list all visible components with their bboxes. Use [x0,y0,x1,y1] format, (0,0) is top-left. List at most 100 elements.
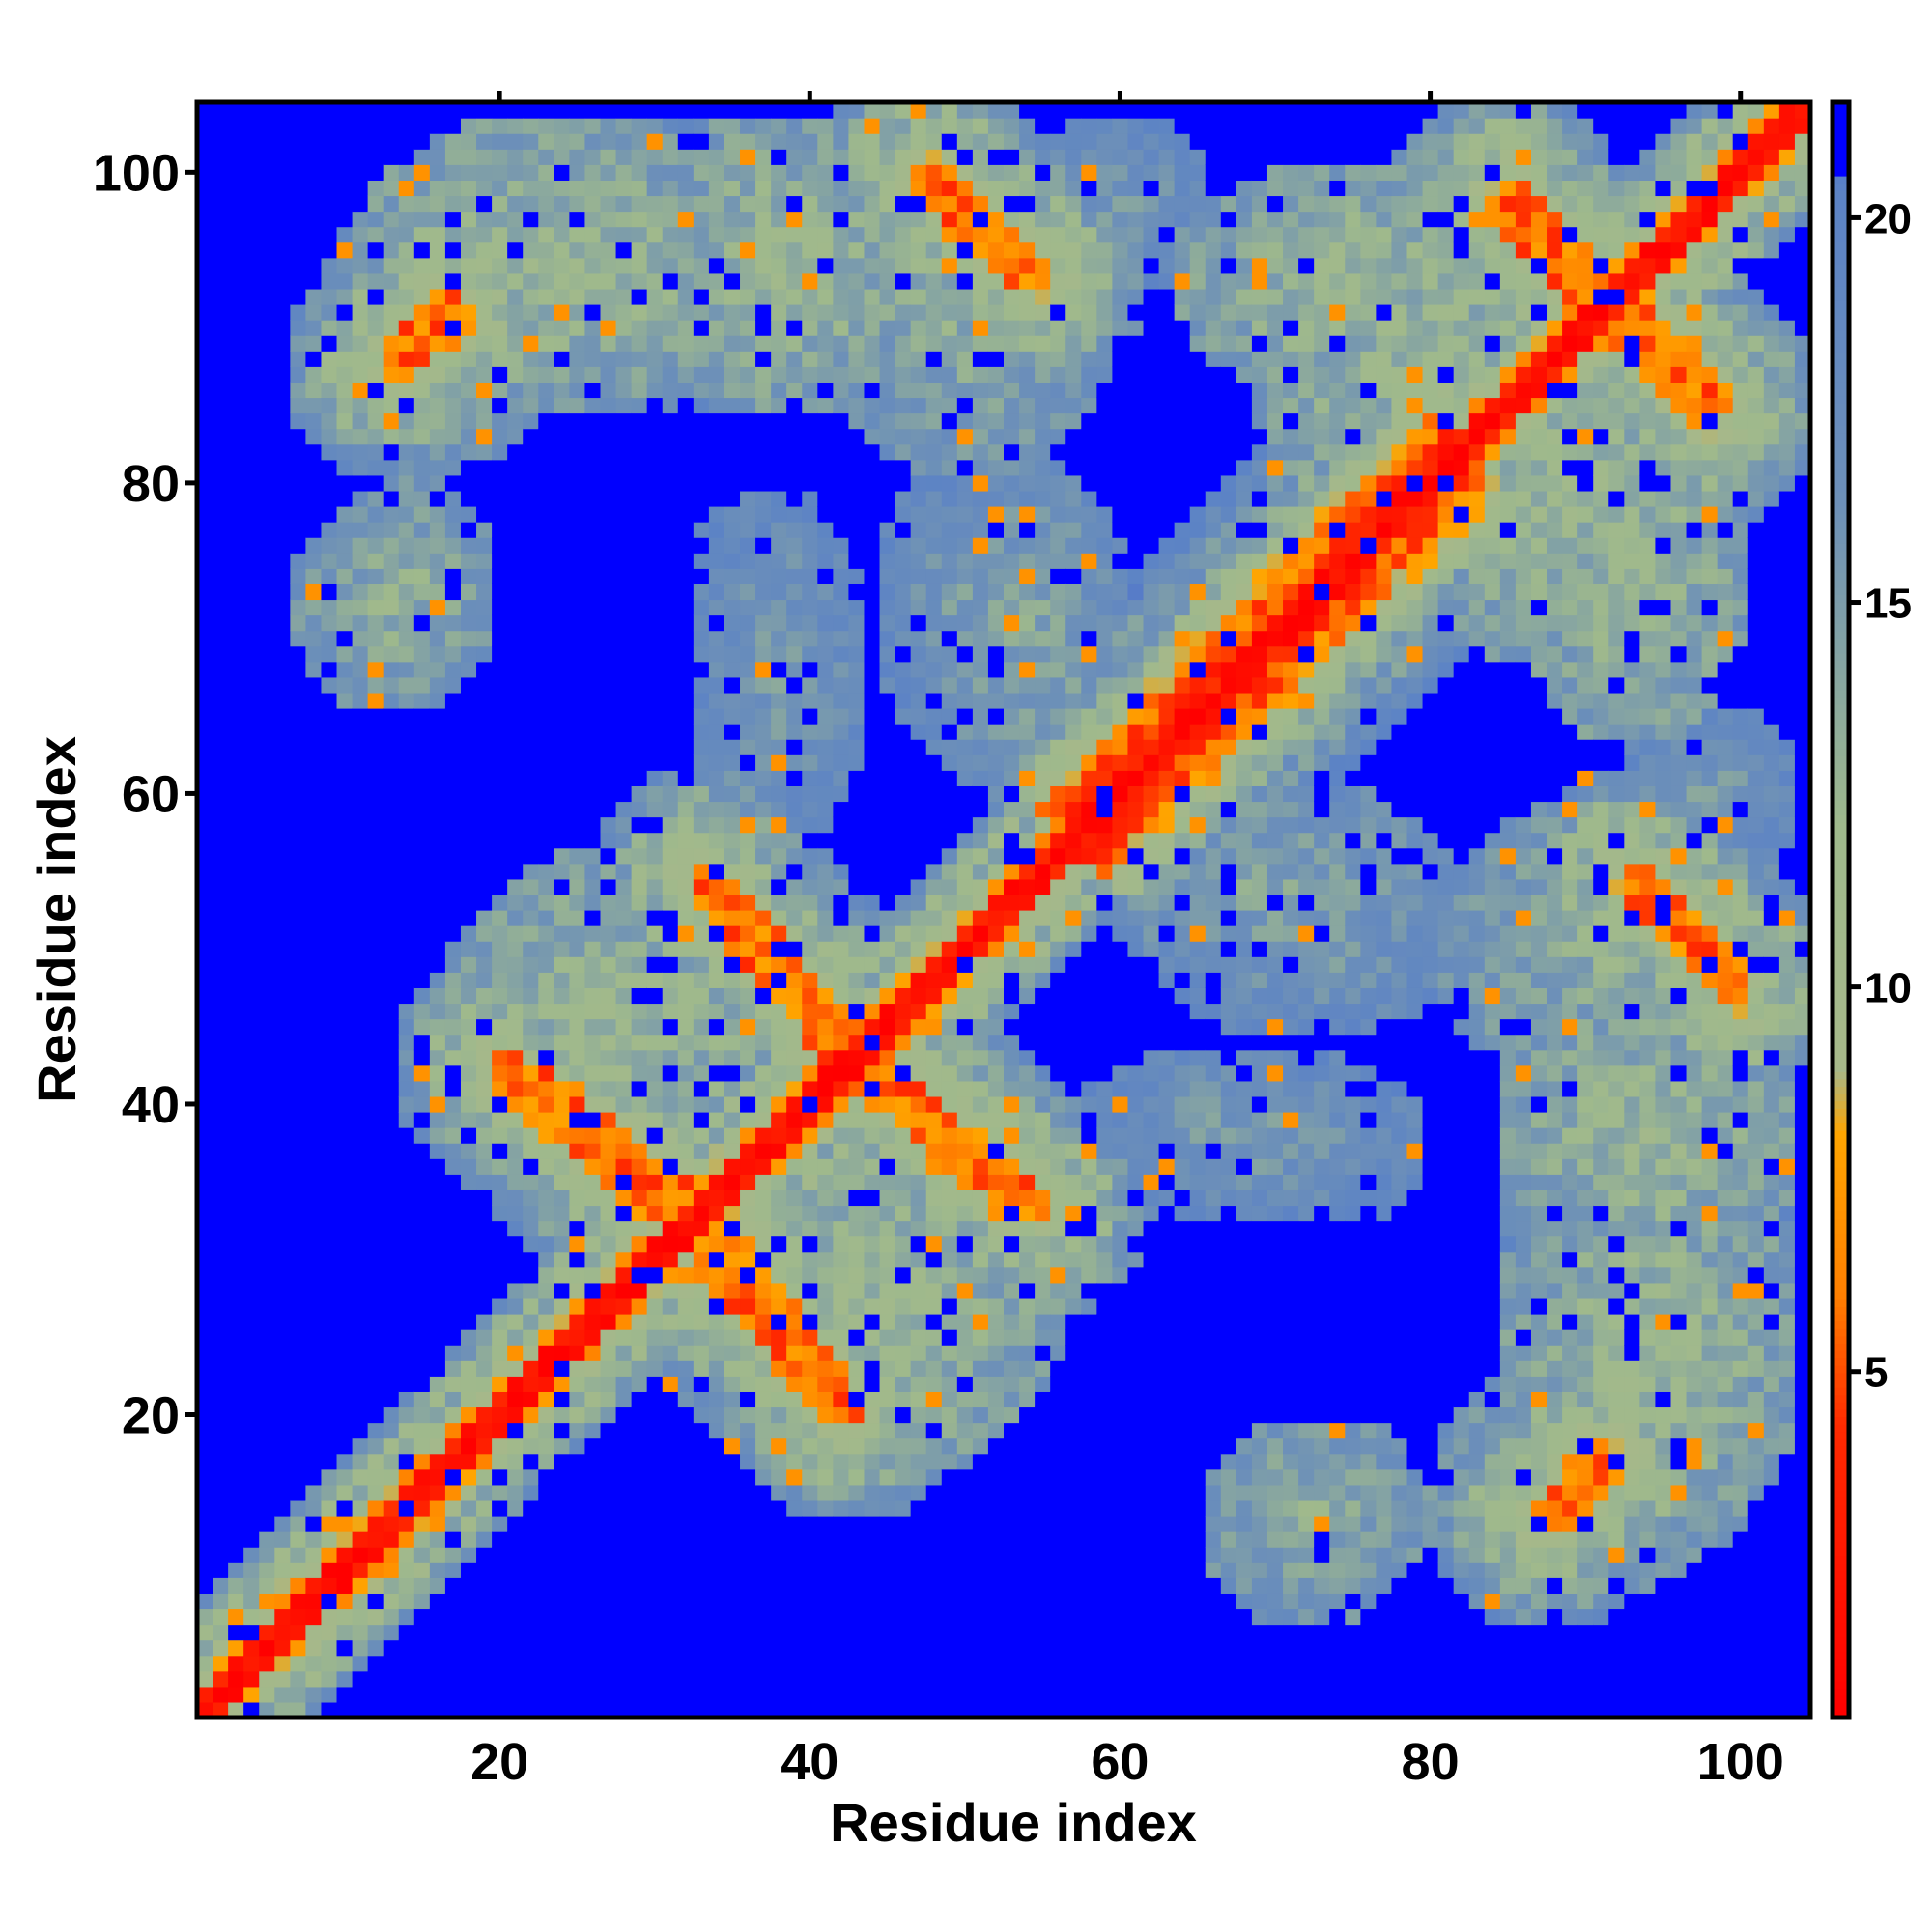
heatmap-cell [584,1282,602,1299]
heatmap-cell [910,1701,927,1719]
heatmap-cell [538,1251,554,1268]
heatmap-cell [507,1282,524,1299]
heatmap-cell [243,1220,260,1237]
heatmap-cell [383,1391,400,1408]
heatmap-cell [460,443,477,461]
heatmap-cell [631,941,648,957]
heatmap-cell [274,1034,291,1051]
heatmap-cell [507,133,524,150]
heatmap-cell [848,645,866,663]
heatmap-cell [507,1406,524,1424]
heatmap-cell [538,428,554,445]
heatmap-cell [476,118,493,134]
heatmap-cell [879,428,896,445]
heatmap-cell [802,1018,818,1036]
heatmap-cell [848,739,866,755]
heatmap-cell [507,1095,524,1113]
heatmap-cell [554,724,570,740]
heatmap-cell [864,956,881,973]
heatmap-cell [786,1360,803,1377]
heatmap-cell [724,1143,741,1159]
heatmap-cell [755,941,772,957]
heatmap-cell [476,785,493,803]
heatmap-cell [228,583,244,601]
heatmap-cell [677,1034,695,1051]
heatmap-cell [476,1143,493,1159]
heatmap-cell [724,257,741,274]
heatmap-cell [444,1516,462,1532]
heatmap-cell [228,226,244,243]
heatmap-cell [352,553,369,569]
heatmap-cell [864,351,881,367]
heatmap-cell [646,1547,664,1563]
heatmap-cell [864,1329,881,1346]
heatmap-cell [615,724,633,740]
heatmap-cell [413,1593,431,1610]
heatmap-cell [507,972,524,988]
heatmap-cell [444,522,462,538]
heatmap-cell [615,1437,633,1455]
heatmap-cell [352,1049,369,1066]
heatmap-cell [429,972,446,988]
heatmap-cell [243,1158,260,1175]
heatmap-cell [771,770,787,786]
heatmap-cell [213,1577,229,1594]
heatmap-cell [848,272,866,290]
heatmap-cell [523,1329,539,1346]
heatmap-cell [925,910,943,926]
heatmap-cell [879,288,896,305]
heatmap-cell [817,1531,834,1548]
heatmap-cell [755,1158,772,1175]
heatmap-cell [771,1112,787,1128]
heatmap-cell [398,739,415,755]
heatmap-cell [848,692,866,709]
heatmap-cell [492,972,508,988]
heatmap-cell [879,1003,896,1020]
heatmap-cell [243,1406,260,1424]
heatmap-cell [352,801,369,818]
heatmap-cell [460,614,477,632]
heatmap-cell [600,1593,617,1610]
heatmap-cell [444,1127,462,1144]
heatmap-cell [398,1314,415,1330]
heatmap-cell [910,1034,927,1051]
heatmap-cell [367,1608,384,1626]
heatmap-cell [507,272,524,290]
heatmap-cell [662,1236,679,1253]
heatmap-cell [848,1639,866,1657]
heatmap-cell [460,599,477,616]
heatmap-cell [569,443,586,461]
heatmap-cell [724,474,741,492]
heatmap-cell [460,863,477,880]
heatmap-cell [290,366,307,383]
heatmap-cell [197,1266,213,1284]
heatmap-cell [677,770,695,786]
heatmap-cell [910,272,927,290]
heatmap-cell [569,1437,586,1455]
heatmap-cell [864,211,881,228]
heatmap-cell [910,785,927,803]
heatmap-cell [197,1686,213,1703]
heatmap-cell [213,1205,229,1222]
heatmap-cell [771,304,787,321]
heatmap-cell [538,1422,554,1439]
heatmap-cell [352,583,369,601]
heatmap-cell [925,195,943,213]
heatmap-cell [925,754,943,771]
heatmap-cell [429,661,446,678]
heatmap-cell [600,1112,617,1128]
heatmap-cell [662,335,679,352]
heatmap-cell [925,1593,943,1610]
heatmap-cell [523,1174,539,1190]
heatmap-cell [740,1360,756,1377]
heatmap-cell [554,1158,570,1175]
heatmap-cell [631,676,648,694]
heatmap-cell [554,1189,570,1207]
heatmap-cell [243,987,260,1005]
heatmap-cell [413,1624,431,1641]
heatmap-cell [336,1608,354,1626]
heatmap-cell [879,257,896,274]
heatmap-cell [538,257,554,274]
heatmap-cell [290,1236,307,1253]
heatmap-cell [802,1329,818,1346]
